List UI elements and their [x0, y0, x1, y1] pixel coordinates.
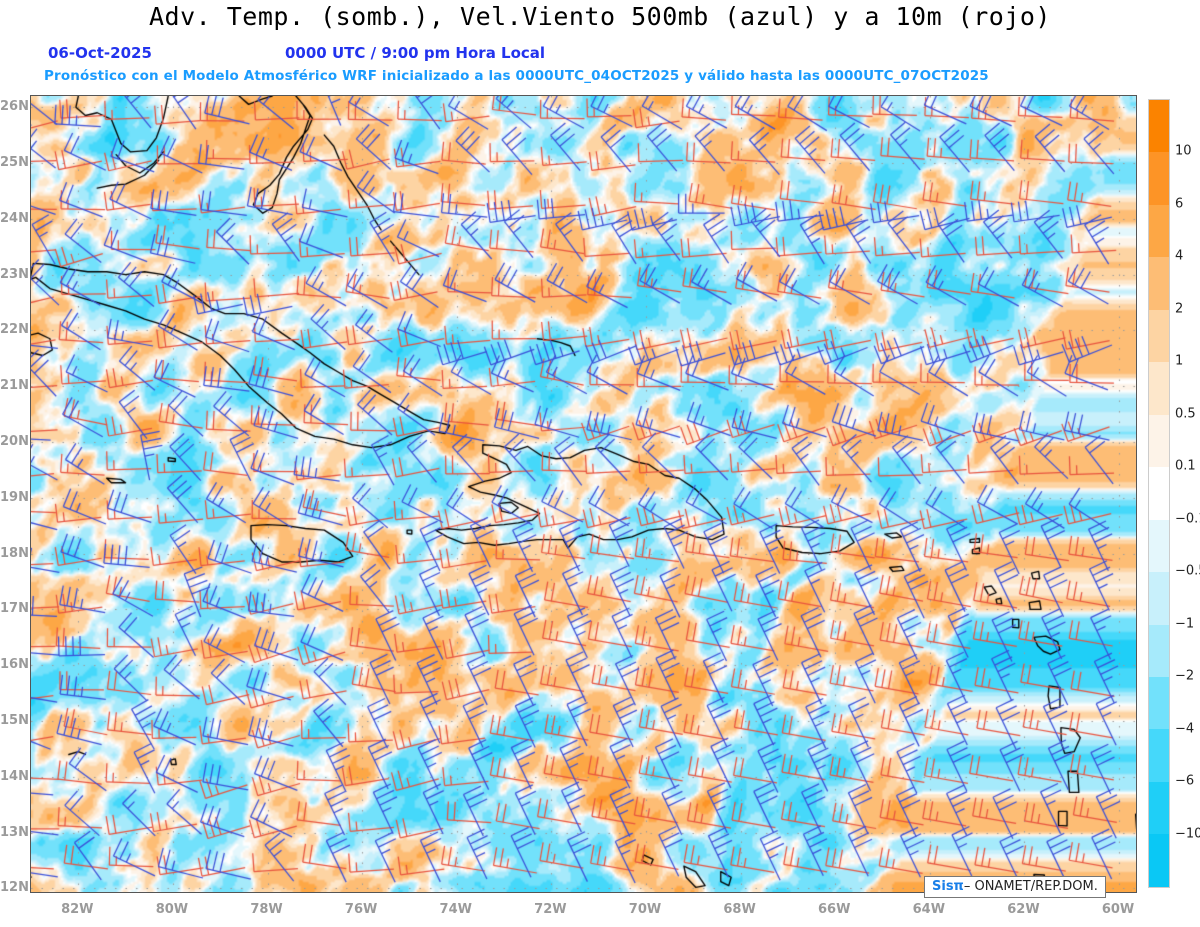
colorbar-tick-1: 6 [1175, 196, 1184, 212]
colorbar-tick-6: 0.1 [1175, 458, 1196, 474]
colorbar-tick-7: −0.1 [1175, 511, 1200, 527]
colorbar-segment-7 [1149, 467, 1169, 520]
y-tick-13N: 13N [0, 824, 29, 840]
y-tick-15N: 15N [0, 713, 29, 728]
x-tick-60W: 60W [1101, 902, 1135, 917]
y-tick-19N: 19N [0, 489, 29, 505]
y-tick-23N: 23N [0, 266, 29, 282]
x-tick-72W: 72W [534, 902, 567, 917]
colorbar-segment-8 [1149, 519, 1169, 573]
map-plot-area[interactable] [30, 95, 1137, 893]
x-tick-74W: 74W [439, 902, 472, 917]
y-tick-12N: 12N [0, 880, 29, 896]
y-tick-17N: 17N [0, 601, 29, 617]
x-tick-68W: 68W [723, 902, 756, 917]
colorbar-tick-13: −10 [1175, 826, 1200, 842]
colorbar-segment-3 [1149, 257, 1169, 310]
colorbar-tick-10: −2 [1175, 668, 1195, 684]
x-tick-62W: 62W [1007, 902, 1040, 917]
colorbar [1148, 99, 1170, 888]
forecast-date: 06-Oct-2025 [48, 44, 152, 62]
y-tick-16N: 16N [0, 657, 29, 673]
colorbar-tick-5: 0.5 [1175, 406, 1196, 422]
x-tick-66W: 66W [818, 902, 851, 917]
colorbar-tick-2: 4 [1175, 248, 1184, 264]
colorbar-segment-11 [1149, 676, 1169, 730]
watermark-badge: Sisπ– ONAMET/REP.DOM. [924, 876, 1106, 898]
y-tick-22N: 22N [0, 322, 29, 338]
colorbar-segment-5 [1149, 362, 1169, 415]
colorbar-segment-6 [1149, 414, 1169, 468]
x-tick-80W: 80W [155, 902, 189, 917]
colorbar-tick-12: −6 [1175, 773, 1195, 789]
map-canvas [31, 96, 1136, 892]
colorbar-tick-3: 2 [1175, 301, 1184, 317]
colorbar-segment-12 [1149, 729, 1169, 782]
forecast-time: 0000 UTC / 9:00 pm Hora Local [285, 44, 546, 62]
y-tick-21N: 21N [0, 378, 29, 394]
y-tick-20N: 20N [0, 433, 29, 449]
colorbar-segment-10 [1149, 624, 1169, 677]
colorbar-tick-4: 1 [1175, 353, 1184, 369]
y-tick-24N: 24N [0, 210, 29, 226]
colorbar-tick-11: −4 [1175, 721, 1195, 737]
y-tick-25N: 25N [0, 154, 29, 170]
colorbar-segment-0 [1149, 100, 1169, 153]
colorbar-segment-14 [1149, 834, 1169, 887]
page-title: Adv. Temp. (somb.), Vel.Viento 500mb (az… [149, 2, 1051, 31]
colorbar-segment-1 [1149, 152, 1169, 205]
colorbar-segment-2 [1149, 204, 1169, 258]
x-tick-70W: 70W [628, 902, 662, 917]
watermark-source: – ONAMET/REP.DOM. [963, 879, 1098, 894]
colorbar-segment-9 [1149, 572, 1169, 625]
colorbar-tick-8: −0.5 [1175, 563, 1200, 579]
y-tick-14N: 14N [0, 768, 29, 784]
colorbar-segment-4 [1149, 309, 1169, 363]
watermark-brand: Sisπ [932, 879, 964, 894]
x-tick-64W: 64W [912, 902, 946, 917]
x-tick-82W: 82W [61, 902, 94, 917]
colorbar-segment-13 [1149, 781, 1169, 835]
x-tick-76W: 76W [344, 902, 378, 917]
y-tick-18N: 18N [0, 545, 29, 561]
colorbar-tick-9: −1 [1175, 616, 1195, 632]
y-tick-26N: 26N [0, 99, 29, 115]
colorbar-tick-0: 10 [1175, 143, 1192, 159]
x-tick-78W: 78W [250, 902, 283, 917]
model-description: Pronóstico con el Modelo Atmosférico WRF… [44, 68, 989, 84]
